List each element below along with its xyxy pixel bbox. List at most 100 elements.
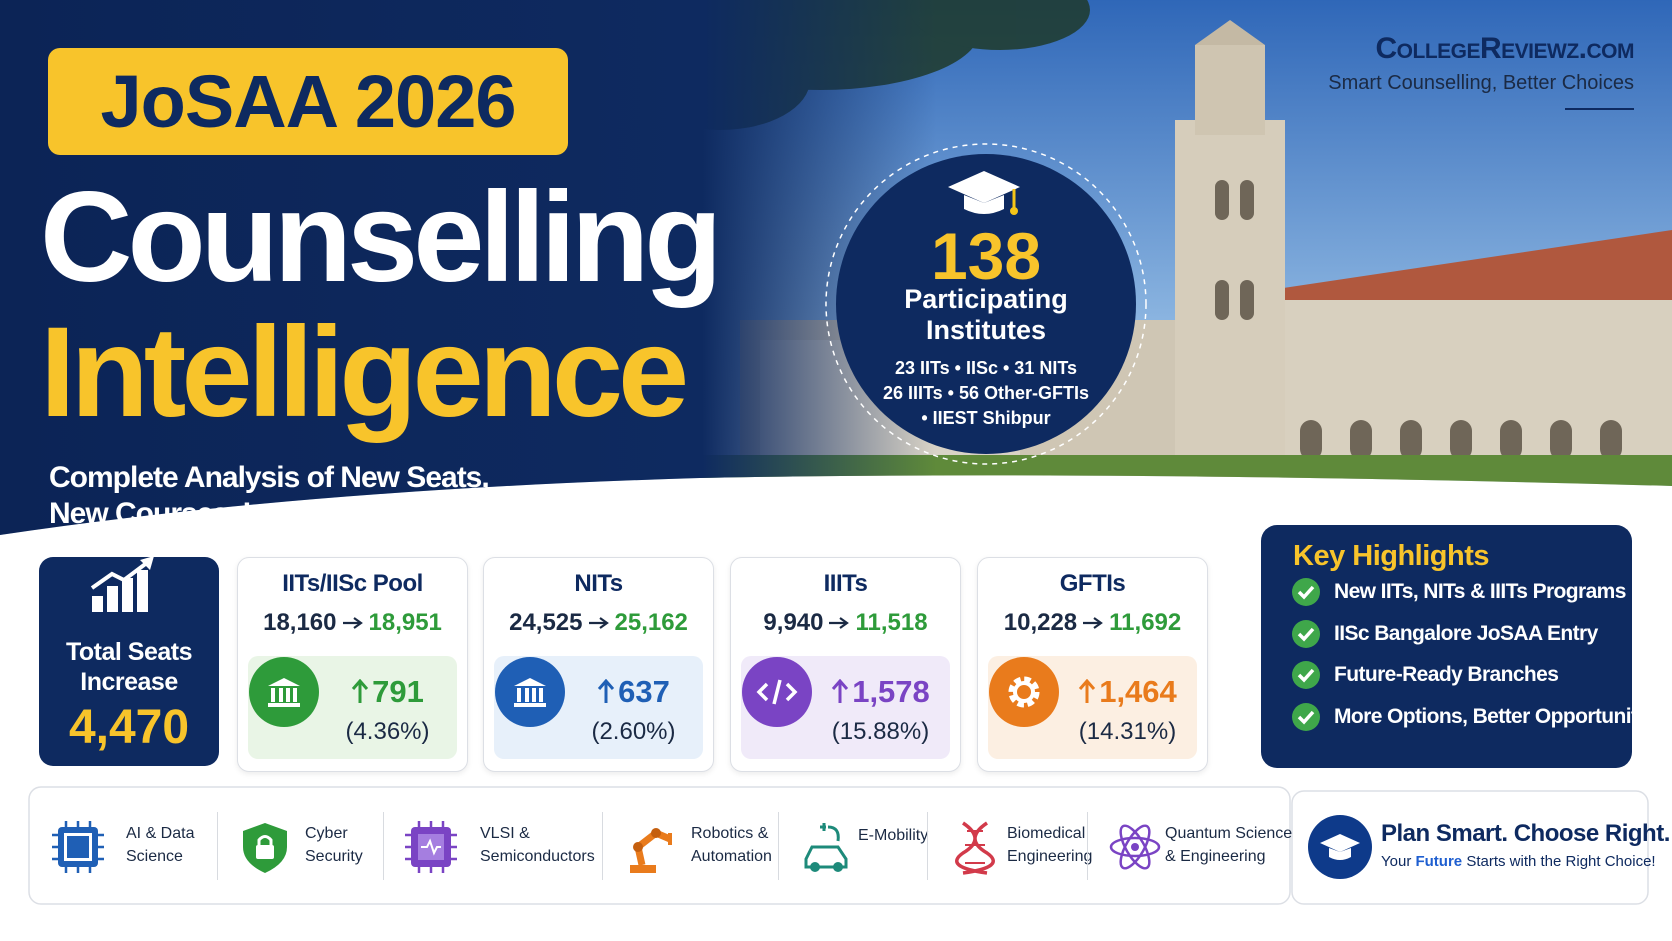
pool-increase: 791: [372, 674, 424, 709]
course-icon: [1107, 819, 1163, 877]
institute-label: Institutes: [925, 315, 1046, 345]
institute-count: 138: [930, 219, 1042, 293]
check-icon-svg: [1292, 661, 1320, 689]
pool-increase: 637: [618, 674, 670, 709]
separator: [778, 812, 779, 880]
course-icon: [403, 819, 459, 877]
pool-increase-row: 791: [318, 674, 457, 710]
separator: [217, 812, 218, 880]
pool-increase-row: 1,464: [1058, 674, 1197, 710]
cta-text: Your: [1381, 853, 1412, 870]
course-label: VLSI &: [480, 825, 530, 842]
course-label: AI & Data: [126, 825, 195, 842]
pool-card: NITs 24,525 25,162 637 (2.60%): [483, 557, 714, 772]
course-icon: [50, 819, 106, 877]
increase-arrow-svg: [597, 678, 615, 703]
pool-percent: (14.31%): [1078, 718, 1177, 745]
check-icon: [1291, 702, 1321, 732]
pool-from: 9,940: [763, 609, 824, 636]
pool-icon: [494, 656, 703, 728]
course-label: Semiconductors: [480, 848, 595, 865]
pool-percent: (2.60%): [591, 718, 676, 745]
increase-arrow-svg: [1079, 678, 1096, 703]
highlight-item: New IITs, NITs & IIITs Programs: [1334, 580, 1626, 603]
increase-arrow: [351, 678, 369, 705]
title: Counselling: [40, 166, 722, 309]
course-icon: [622, 819, 678, 877]
highlight-item: More Options, Better Opportunities: [1334, 704, 1665, 728]
range-arrow-svg: [829, 617, 850, 629]
course-label: & Engineering: [1165, 848, 1266, 865]
course-label: Biomedical: [1007, 825, 1086, 842]
course-icon-svg: [405, 821, 457, 873]
check-icon-svg: [1292, 578, 1320, 606]
pool-from: 24,525: [509, 609, 583, 636]
title: Intelligence: [40, 301, 689, 444]
course-label: E-Mobility: [858, 827, 929, 844]
pool-card: IITs/IISc Pool 18,160 18,951 791 (4.36%): [237, 557, 468, 772]
breakdown-line: 26 IIITs • 56 Other-GFTIs: [882, 383, 1090, 403]
course-label: Cyber: [305, 825, 348, 842]
pool-change-box: 1,578 (15.88%): [741, 656, 950, 759]
range-arrow-svg: [588, 617, 609, 629]
range-arrow-svg: [342, 617, 363, 629]
pool-name: IIITs: [823, 570, 868, 597]
check-icon: [1291, 619, 1321, 649]
pool-icon-svg: [249, 657, 319, 727]
course-icon-svg: [1109, 824, 1161, 870]
course-icon-svg: [630, 828, 672, 873]
separator: [383, 812, 384, 880]
increase-arrow: [1078, 678, 1096, 705]
pool-to: 25,162: [614, 609, 688, 636]
pool-from: 18,160: [263, 609, 337, 636]
total-value: 4,470: [68, 701, 190, 754]
pool-icon-svg: [495, 657, 565, 727]
total-label: Increase: [80, 668, 178, 696]
pool-increase: 1,464: [1099, 674, 1177, 709]
pool-from: 10,228: [1003, 609, 1078, 636]
pool-change-box: 791 (4.36%): [248, 656, 457, 759]
pool-range: 24,525 25,162: [484, 609, 713, 637]
separator: [1087, 812, 1088, 880]
pool-name: GFTIs: [1059, 570, 1126, 597]
range-arrow: [342, 616, 364, 630]
course-label: Science: [126, 848, 183, 865]
pool-icon-svg: [989, 657, 1059, 727]
course-icon-svg: [804, 823, 848, 872]
pool-increase-row: 637: [564, 674, 703, 710]
pool-percent: (4.36%): [345, 718, 430, 745]
course-icon: [947, 819, 1003, 877]
pool-range: 9,940 11,518: [731, 609, 960, 637]
badge: JoSAA 2026: [100, 60, 516, 143]
range-arrow-svg: [1083, 617, 1104, 629]
pool-icon: [988, 656, 1197, 728]
course-label: Engineering: [1007, 848, 1093, 865]
check-icon-svg: [1292, 619, 1320, 648]
range-arrow: [828, 616, 850, 630]
course-icon-svg: [52, 821, 104, 873]
brand-name: CollegeReviewz.com: [1375, 32, 1635, 65]
increase-arrow: [597, 678, 615, 705]
pool-name: NITs: [574, 570, 623, 597]
course-label: Quantum Science: [1165, 825, 1293, 842]
highlight-item: IISc Bangalore JoSAA Entry: [1334, 621, 1598, 645]
highlight-item: Future-Ready Branches: [1334, 663, 1559, 686]
pool-icon: [741, 656, 950, 728]
pool-to: 11,518: [855, 609, 928, 636]
pool-to: 18,951: [368, 609, 442, 636]
separator: [927, 812, 928, 880]
brand-tagline: Smart Counselling, Better Choices: [1328, 72, 1634, 94]
pool-to: 11,692: [1109, 609, 1182, 636]
pool-increase-row: 1,578: [811, 674, 950, 710]
course-label: Security: [305, 848, 363, 865]
increase-arrow: [831, 678, 849, 705]
range-arrow: [588, 616, 610, 630]
pool-card: IIITs 9,940 11,518 1,578 (15.88%): [730, 557, 961, 772]
range-arrow: [1082, 616, 1104, 630]
check-icon: [1291, 577, 1321, 607]
pool-icon: [248, 656, 457, 728]
cta-text: Starts with the Right Choice!: [1466, 853, 1656, 870]
course-icon: [798, 819, 854, 877]
